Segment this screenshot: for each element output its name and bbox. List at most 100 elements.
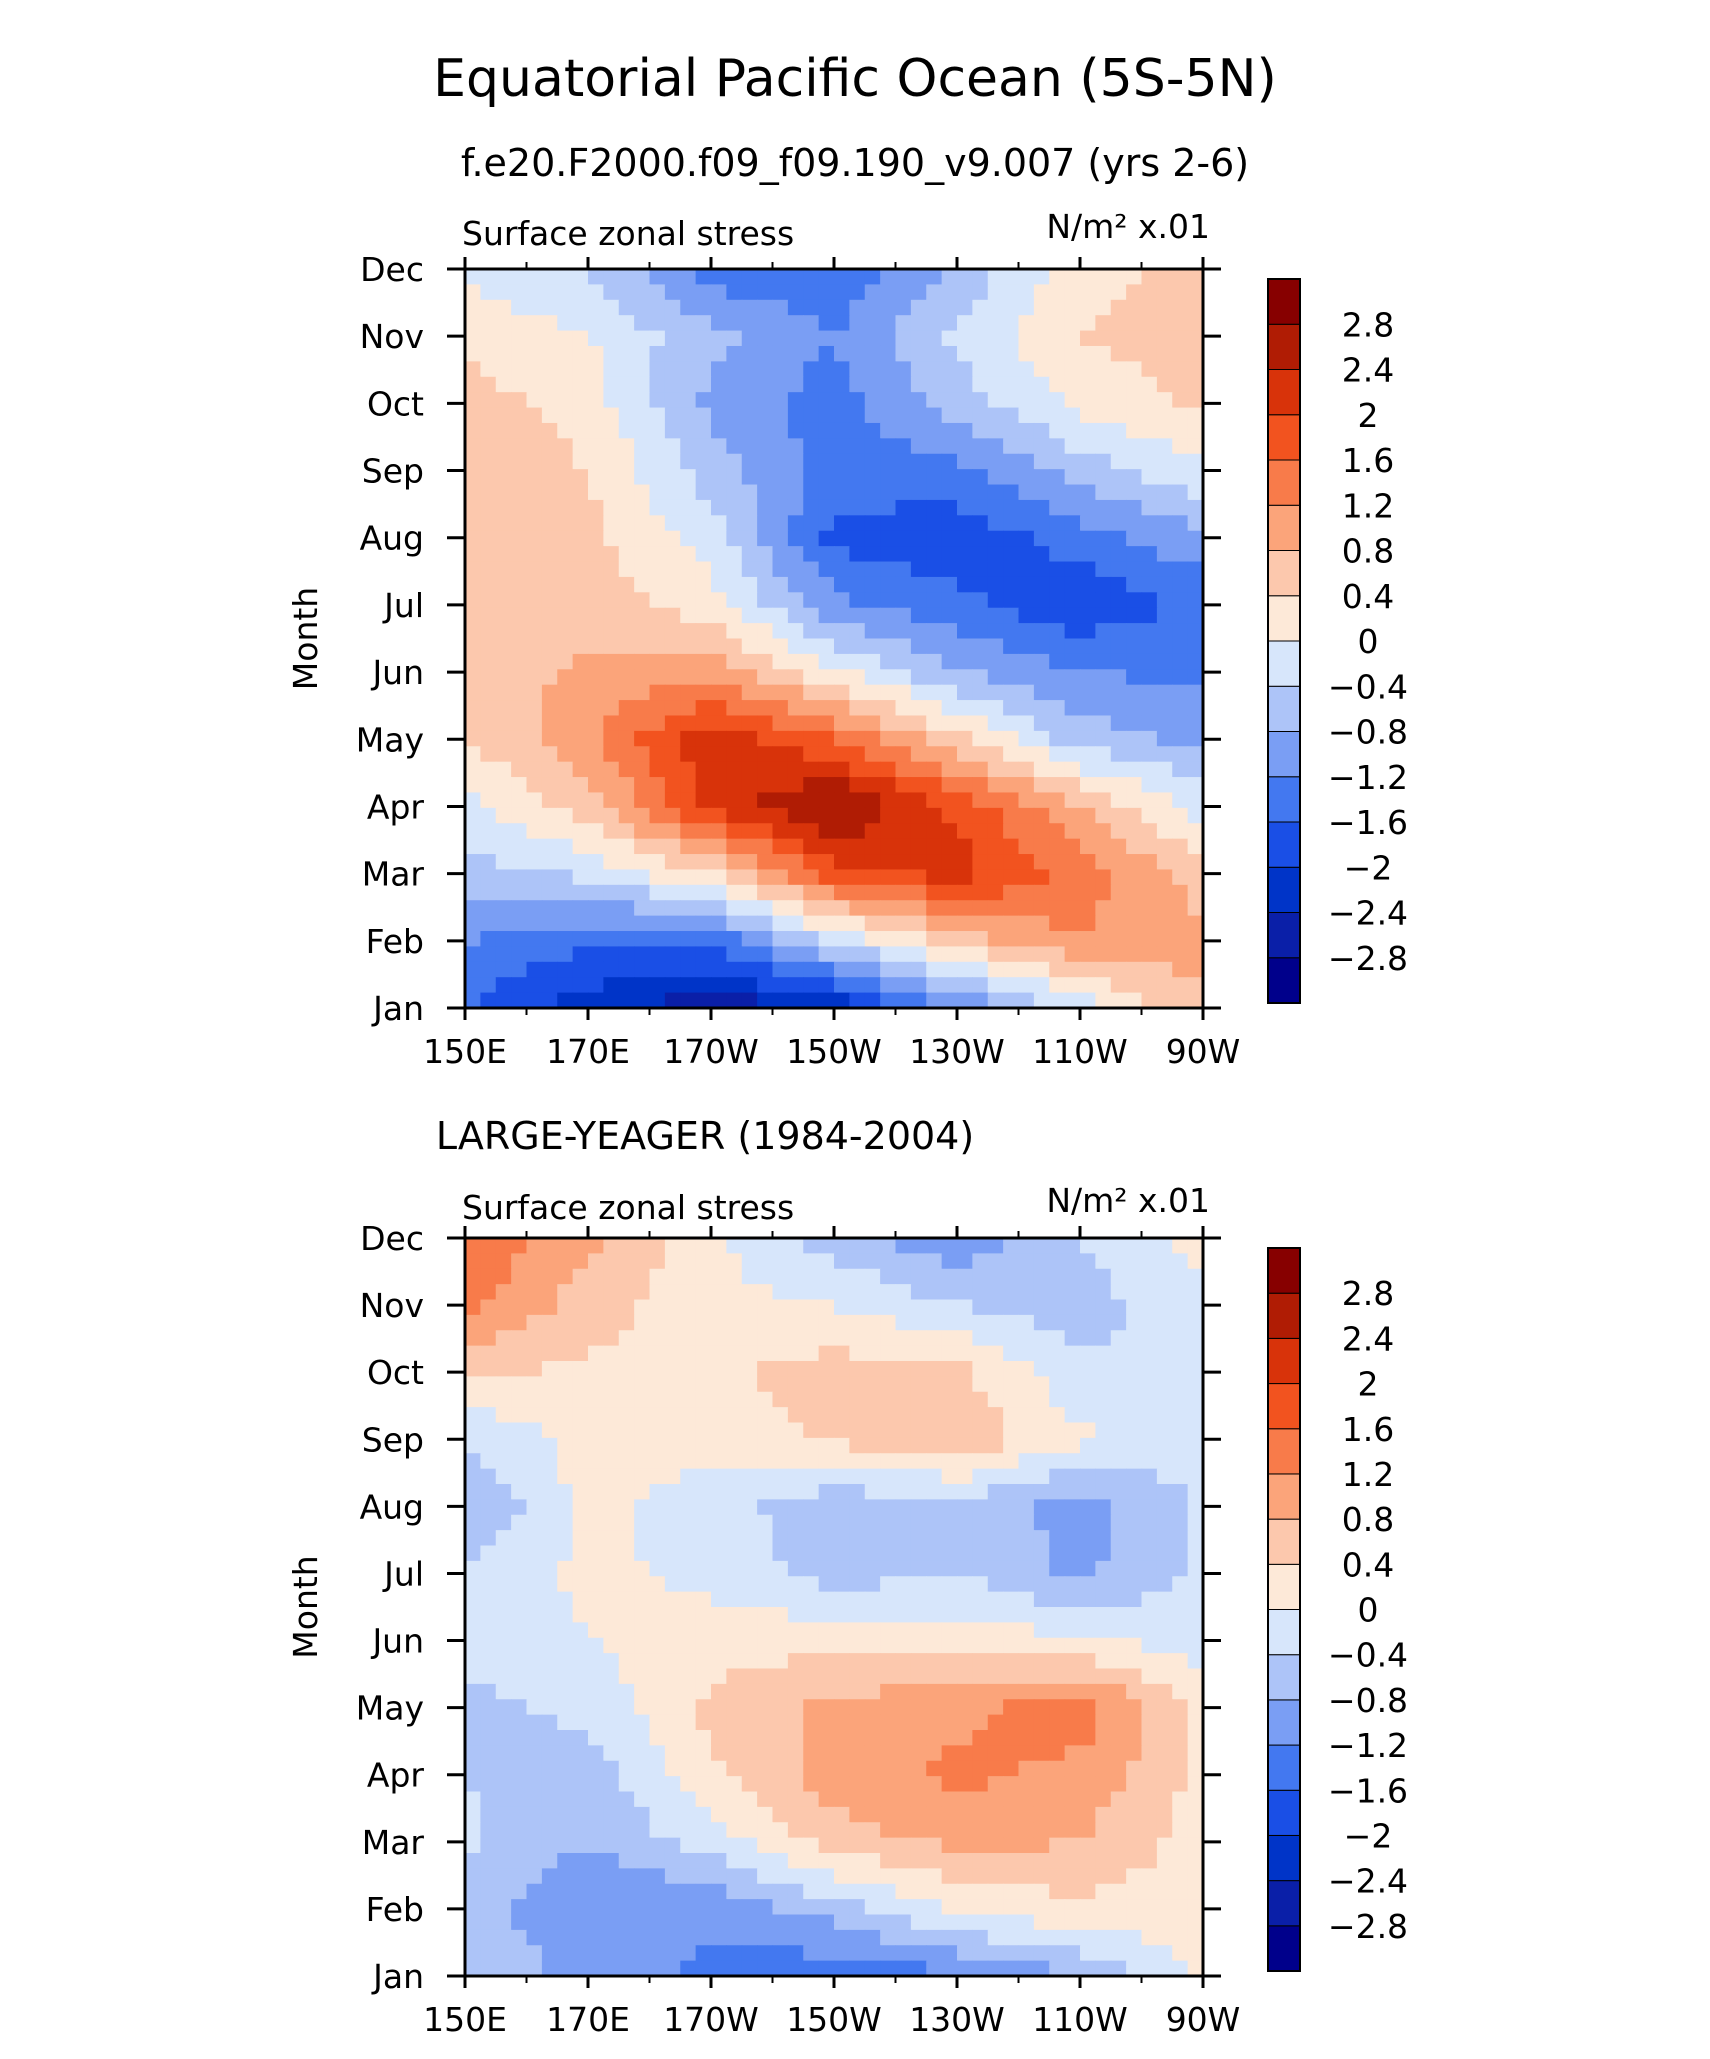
contour-cell bbox=[926, 1361, 943, 1377]
contour-cell bbox=[1110, 1929, 1127, 1946]
contour-cell bbox=[834, 499, 850, 516]
contour-cell bbox=[1003, 730, 1020, 747]
contour-cell bbox=[1033, 1422, 1050, 1439]
contour-cell bbox=[465, 1422, 481, 1439]
contour-cell bbox=[726, 592, 743, 609]
contour-cell bbox=[1003, 700, 1020, 717]
contour-cell bbox=[711, 1607, 727, 1623]
contour-cell bbox=[480, 1238, 497, 1254]
contour-cell bbox=[695, 1945, 712, 1962]
contour-cell bbox=[957, 669, 973, 686]
contour-cell bbox=[572, 915, 589, 932]
contour-cell bbox=[1003, 1314, 1020, 1331]
contour-cell bbox=[926, 1437, 943, 1454]
contour-cell bbox=[634, 1345, 651, 1362]
contour-cell bbox=[741, 315, 758, 332]
contour-cell bbox=[1049, 1960, 1066, 1977]
colorbar-box bbox=[1267, 1609, 1301, 1656]
contour-cell bbox=[1156, 453, 1173, 470]
contour-cell bbox=[511, 977, 528, 994]
contour-cell bbox=[926, 931, 943, 948]
contour-cell bbox=[849, 730, 866, 747]
contour-cell bbox=[1187, 715, 1204, 732]
contour-cell bbox=[664, 1345, 681, 1362]
contour-cell bbox=[511, 761, 528, 778]
contour-cell bbox=[1064, 1853, 1081, 1869]
contour-cell bbox=[1095, 1668, 1112, 1685]
contour-cell bbox=[634, 915, 651, 932]
contour-cell bbox=[1018, 515, 1035, 532]
contour-cell bbox=[1187, 1253, 1204, 1270]
contour-cell bbox=[526, 1407, 543, 1424]
contour-cell bbox=[895, 1484, 912, 1500]
contour-cell bbox=[757, 1391, 774, 1408]
contour-cell bbox=[1126, 807, 1143, 824]
contour-cell bbox=[757, 361, 774, 378]
contour-cell bbox=[726, 1576, 743, 1593]
contour-cell bbox=[1141, 1914, 1158, 1931]
contour-cell bbox=[1126, 792, 1143, 809]
contour-cell bbox=[987, 1345, 1004, 1362]
contour-cell bbox=[787, 1853, 804, 1869]
contour-cell bbox=[726, 1699, 743, 1716]
contour-cell bbox=[757, 1607, 774, 1623]
contour-cell bbox=[1156, 1868, 1173, 1885]
contour-cell bbox=[1110, 1822, 1127, 1839]
contour-cell bbox=[803, 1422, 820, 1439]
contour-cell bbox=[1033, 1545, 1050, 1562]
contour-cell bbox=[511, 1883, 528, 1900]
contour-cell bbox=[987, 1637, 1004, 1654]
contour-cell bbox=[818, 623, 835, 640]
contour-cell bbox=[1003, 1284, 1020, 1301]
contour-cell bbox=[941, 931, 958, 948]
contour-cell bbox=[1018, 1760, 1035, 1777]
contour-cell bbox=[1018, 607, 1035, 624]
contour-cell bbox=[957, 1622, 973, 1639]
y-tick-label: Aug bbox=[360, 519, 424, 558]
contour-cell bbox=[941, 515, 958, 532]
contour-cell bbox=[957, 1437, 973, 1454]
contour-cell bbox=[1187, 1760, 1204, 1777]
contour-cell bbox=[480, 777, 497, 794]
contour-cell bbox=[787, 1238, 804, 1254]
contour-cell bbox=[711, 900, 727, 917]
contour-cell bbox=[1095, 992, 1112, 1009]
contour-cell bbox=[757, 1407, 774, 1424]
contour-cell bbox=[849, 1284, 866, 1301]
contour-cell bbox=[526, 592, 543, 609]
contour-cell bbox=[772, 1945, 789, 1962]
contour-cell bbox=[726, 1637, 743, 1654]
contour-cell bbox=[649, 900, 666, 917]
contour-cell bbox=[1110, 1422, 1127, 1439]
contour-cell bbox=[834, 1576, 850, 1593]
contour-cell bbox=[588, 299, 604, 316]
contour-cell bbox=[880, 1776, 897, 1793]
contour-cell bbox=[557, 1361, 574, 1377]
contour-cell bbox=[603, 530, 620, 547]
contour-cell bbox=[695, 1822, 712, 1839]
contour-cell bbox=[1018, 1868, 1035, 1885]
contour-cell bbox=[1110, 669, 1127, 686]
contour-cell bbox=[941, 284, 958, 301]
contour-cell bbox=[803, 1453, 820, 1470]
contour-cell bbox=[741, 1422, 758, 1439]
contour-cell bbox=[1172, 361, 1189, 378]
contour-cell bbox=[1003, 561, 1020, 578]
contour-cell bbox=[695, 1284, 712, 1301]
contour-cell bbox=[803, 1591, 820, 1608]
contour-cell bbox=[1080, 438, 1096, 455]
contour-cell bbox=[603, 1422, 620, 1439]
contour-cell bbox=[1064, 777, 1081, 794]
contour-cell bbox=[895, 1299, 912, 1316]
x-tick-label: 170W bbox=[663, 2000, 759, 2039]
contour-cell bbox=[834, 869, 850, 886]
contour-cell bbox=[711, 1791, 727, 1808]
contour-cell bbox=[1080, 469, 1096, 486]
contour-cell bbox=[557, 299, 574, 316]
contour-cell bbox=[803, 777, 820, 794]
y-tick-label: Jul bbox=[382, 586, 424, 625]
contour-cell bbox=[972, 1945, 989, 1962]
contour-cell bbox=[511, 1560, 528, 1577]
contour-cell bbox=[495, 915, 512, 932]
contour-cell bbox=[972, 1376, 989, 1393]
